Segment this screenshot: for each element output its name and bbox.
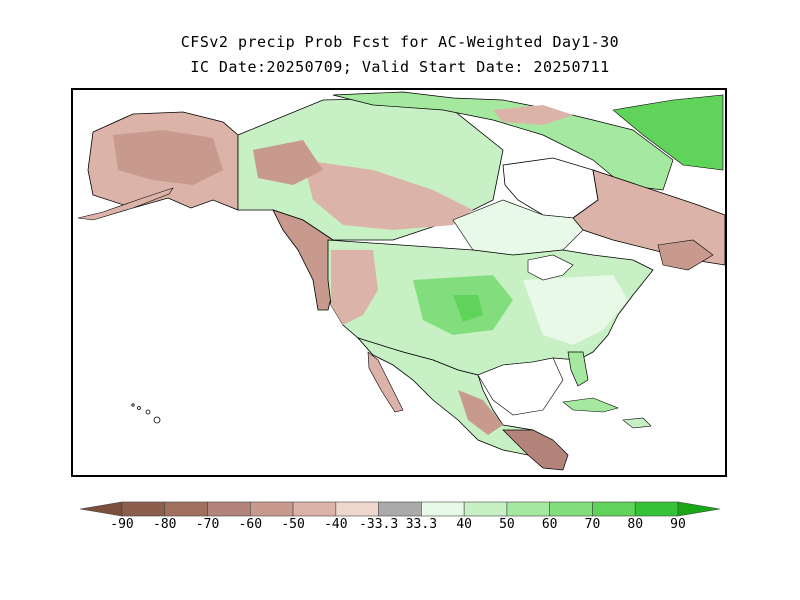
region-canada-brown-band xyxy=(303,160,473,230)
map-title: CFSv2 precip Prob Fcst for AC-Weighted D… xyxy=(180,33,620,51)
region-hawaii xyxy=(131,403,161,424)
colorbar-tick-label: 90 xyxy=(670,517,686,532)
colorbar-swatch xyxy=(592,501,636,517)
colorbar-swatch xyxy=(335,501,379,517)
colorbar-swatch xyxy=(463,501,508,517)
colorbar xyxy=(80,501,720,517)
colorbar-arrow-high xyxy=(677,501,720,517)
region-yukon-brown xyxy=(253,140,323,185)
region-alaska-interior xyxy=(113,130,223,185)
colorbar-tick-label: -50 xyxy=(281,517,305,532)
region-arctic-dark xyxy=(612,94,724,171)
colorbar-tick-label: 40 xyxy=(456,517,472,532)
region-us-east-light xyxy=(523,275,628,345)
colorbar-tick-label: 50 xyxy=(499,517,515,532)
region-bc-coast xyxy=(272,209,344,311)
region-us-west-brown xyxy=(331,250,378,325)
colorbar-tick-label: -90 xyxy=(110,517,134,532)
region-cuba xyxy=(562,397,619,413)
region-florida xyxy=(567,351,589,387)
colorbar-tick-label: -70 xyxy=(195,517,220,532)
region-us-plains-dark xyxy=(453,295,483,322)
region-gulf-of-mexico xyxy=(477,357,564,416)
colorbar-swatch xyxy=(121,501,166,517)
colorbar-swatch xyxy=(164,501,208,517)
colorbar-tick-label: -80 xyxy=(153,517,177,532)
map-frame xyxy=(71,88,727,477)
north-america-precip-map xyxy=(73,90,725,475)
region-aleutians xyxy=(77,187,174,221)
colorbar-tick-label: 33.3 xyxy=(405,517,438,532)
colorbar-tick-label: -60 xyxy=(238,517,263,532)
colorbar-swatch xyxy=(549,501,593,517)
region-central-america xyxy=(502,429,569,471)
colorbar-swatch xyxy=(207,501,251,517)
region-great-lakes xyxy=(527,254,574,281)
region-arctic-brown xyxy=(493,105,573,125)
map-subtitle: IC Date:20250709; Valid Start Date: 2025… xyxy=(190,58,610,76)
colorbar-swatch xyxy=(250,501,294,517)
colorbar-swatch xyxy=(378,501,422,517)
colorbar-tick-label: 70 xyxy=(584,517,601,532)
colorbar-tick-label: -33.3 xyxy=(359,517,399,532)
region-hispaniola xyxy=(622,417,652,429)
colorbar-swatch xyxy=(292,501,337,517)
colorbar-swatch xyxy=(634,501,679,517)
colorbar-arrow-low xyxy=(80,501,123,517)
colorbar-swatch xyxy=(506,501,550,517)
colorbar-tick-label: -40 xyxy=(324,517,348,532)
region-maritimes xyxy=(657,239,714,271)
region-baja xyxy=(367,351,404,413)
colorbar-swatch xyxy=(421,501,465,517)
colorbar-tick-label: 60 xyxy=(541,517,558,532)
colorbar-tick-label: 80 xyxy=(627,517,644,532)
region-mexico-brown xyxy=(458,390,503,435)
